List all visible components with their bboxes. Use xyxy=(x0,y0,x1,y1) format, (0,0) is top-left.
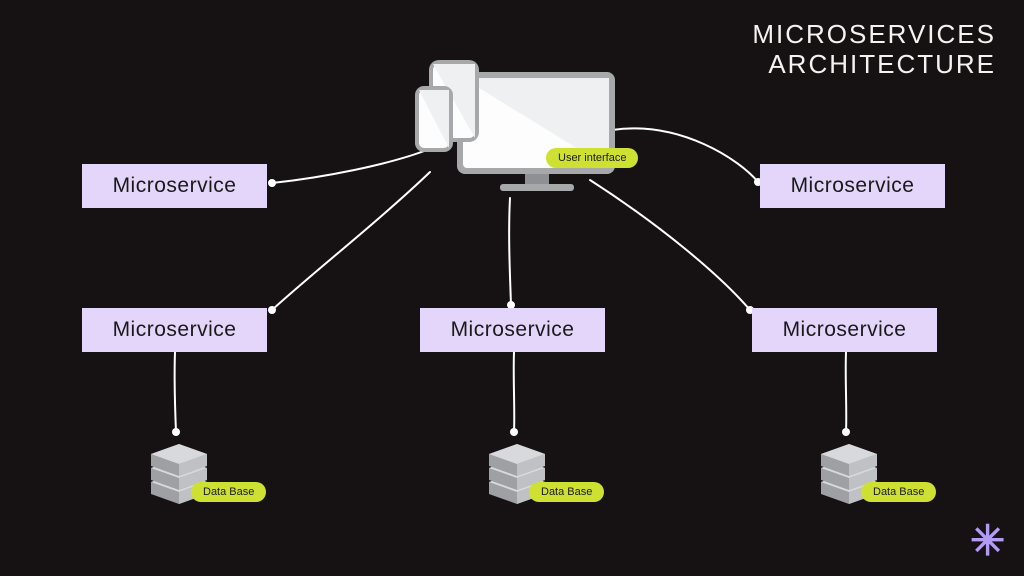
database-label: Data Base xyxy=(861,482,936,502)
microservice-box-1: Microservice xyxy=(82,164,267,208)
microservice-box-3: Microservice xyxy=(82,308,267,352)
microservice-box-4: Microservice xyxy=(420,308,605,352)
devices-icon xyxy=(395,56,625,206)
microservice-box-5: Microservice xyxy=(752,308,937,352)
title-line1: MICROSERVICES xyxy=(752,19,996,49)
database-label: Data Base xyxy=(191,482,266,502)
user-interface-devices xyxy=(395,56,625,211)
page-title: MICROSERVICES ARCHITECTURE xyxy=(752,20,996,80)
database-2: Data Base xyxy=(483,438,563,508)
asterisk-icon: ✳ xyxy=(970,520,1005,562)
microservice-box-2: Microservice xyxy=(760,164,945,208)
database-3: Data Base xyxy=(815,438,895,508)
title-line2: ARCHITECTURE xyxy=(768,49,996,79)
database-1: Data Base xyxy=(145,438,225,508)
database-label: Data Base xyxy=(529,482,604,502)
user-interface-label: User interface xyxy=(546,148,638,168)
